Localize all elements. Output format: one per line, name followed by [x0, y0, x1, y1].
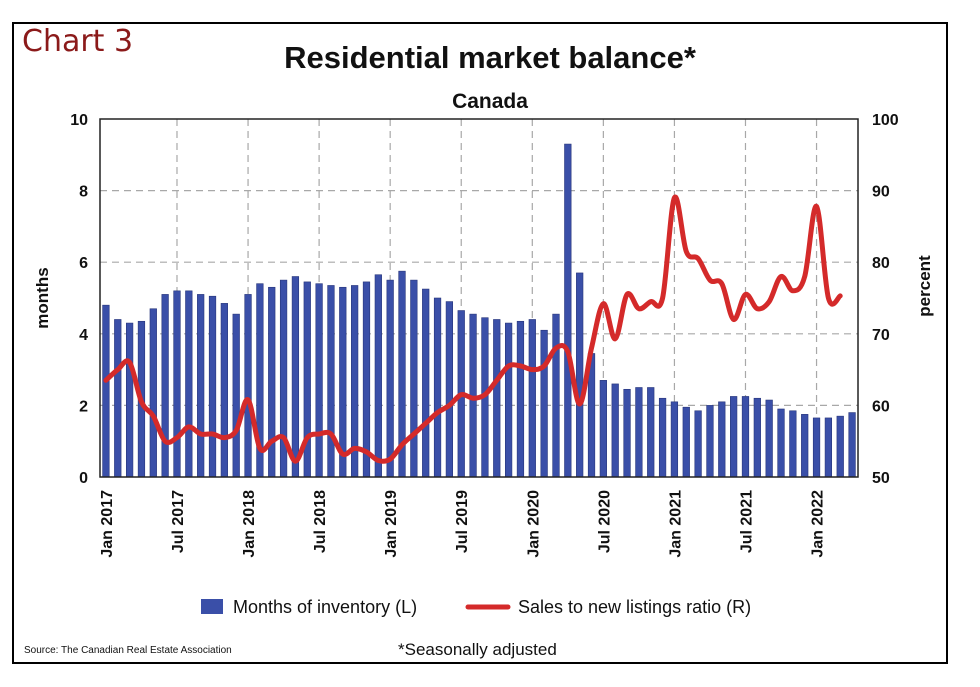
inventory-bar: [552, 313, 560, 478]
x-tick-label: Jul 2019: [454, 490, 471, 553]
y2-tick-label: 80: [872, 255, 890, 272]
axes: 0 2 4 6 8 10 50 60 70 80 90 100 Jan 2017 Jul 2017 Jan …: [33, 112, 934, 558]
inventory-bar: [528, 319, 536, 478]
inventory-bar: [185, 290, 193, 478]
inventory-bar: [327, 285, 335, 478]
inventory-bar: [540, 329, 548, 478]
inventory-bar: [291, 276, 300, 478]
inventory-bar: [125, 322, 134, 478]
inventory-bar: [765, 399, 773, 478]
y-tick-label: 2: [79, 398, 88, 415]
inventory-bar: [730, 396, 738, 478]
inventory-bar: [208, 295, 217, 478]
inventory-bar: [576, 272, 584, 478]
inventory-bar: [362, 281, 371, 478]
y2-tick-label: 50: [872, 470, 890, 487]
inventory-bar: [801, 414, 809, 478]
inventory-bar: [741, 396, 750, 478]
chart-label: Chart 3: [22, 24, 134, 59]
legend-label-line: Sales to new listings ratio (R): [518, 597, 751, 617]
footnote: *Seasonally adjusted: [398, 640, 557, 659]
inventory-bar: [706, 405, 714, 478]
y2-axis-title: percent: [915, 255, 934, 317]
inventory-bar: [647, 387, 655, 478]
inventory-bar: [848, 412, 856, 478]
chart-frame: [12, 22, 948, 664]
inventory-bar: [753, 397, 761, 478]
y-tick-label: 6: [79, 255, 88, 272]
y-tick-label: 4: [79, 327, 88, 344]
y-tick-label: 0: [79, 470, 88, 487]
inventory-bar: [173, 290, 181, 478]
y2-tick-label: 90: [872, 184, 890, 201]
inventory-bar: [149, 308, 157, 478]
inventory-bar: [670, 401, 679, 478]
inventory-bar: [564, 143, 572, 478]
y-tick-label: 10: [70, 112, 88, 129]
inventory-bar: [824, 417, 833, 478]
plot-area-border: [99, 118, 859, 478]
inventory-bar: [777, 408, 785, 478]
inventory-bar: [836, 415, 844, 478]
inventory-bar: [232, 313, 240, 478]
legend-label-bars: Months of inventory (L): [233, 597, 417, 617]
inventory-bar: [611, 383, 619, 478]
inventory-bar: [114, 319, 122, 478]
inventory-bar: [433, 297, 442, 478]
y2-tick-label: 100: [872, 112, 899, 129]
inventory-bar: [789, 410, 797, 478]
x-tick-label: Jan 2017: [99, 490, 116, 558]
inventory-bar: [623, 388, 631, 478]
inventory-bar: [658, 397, 667, 478]
inventory-bar: [102, 304, 110, 478]
legend-swatch-bars: [201, 599, 223, 614]
inventory-bar: [374, 274, 382, 478]
inventory-bar: [244, 294, 252, 478]
x-tick-label: Jul 2020: [596, 490, 613, 553]
source-note: Source: The Canadian Real Estate Associa…: [24, 645, 232, 656]
inventory-bar: [718, 401, 726, 478]
inventory-bar: [315, 283, 323, 478]
inventory-bar: [635, 387, 643, 478]
line-series: [103, 194, 843, 464]
inventory-bar: [694, 410, 702, 478]
legend: Months of inventory (L) Sales to new lis…: [201, 597, 751, 617]
inventory-bar: [220, 303, 228, 478]
x-tick-label: Jul 2018: [312, 490, 329, 553]
chart-subtitle: Canada: [452, 90, 528, 113]
inventory-bar: [386, 279, 394, 478]
y-axis-title: months: [33, 267, 52, 328]
y-tick-label: 8: [79, 184, 88, 201]
sales-to-listings-line: [103, 194, 843, 464]
inventory-bar: [197, 294, 205, 478]
inventory-bar: [161, 294, 169, 478]
bar-series: [102, 143, 856, 478]
inventory-bar: [504, 322, 513, 478]
inventory-bar: [682, 406, 690, 478]
inventory-bar: [493, 319, 501, 478]
inventory-bar: [410, 279, 418, 478]
inventory-bar: [445, 301, 454, 478]
y2-tick-label: 60: [872, 398, 890, 415]
chart-title: Residential market balance*: [284, 40, 696, 75]
x-tick-label: Jan 2022: [810, 490, 827, 558]
inventory-bar: [516, 320, 525, 478]
inventory-bar: [599, 380, 607, 478]
x-tick-label: Jul 2021: [738, 490, 755, 553]
inventory-bar: [422, 288, 430, 478]
x-tick-label: Jul 2017: [170, 490, 187, 553]
x-tick-label: Jan 2020: [525, 490, 542, 558]
x-tick-label: Jan 2019: [383, 490, 400, 558]
inventory-bar: [812, 417, 821, 478]
x-tick-label: Jan 2018: [241, 490, 258, 558]
y2-tick-label: 70: [872, 327, 890, 344]
inventory-bar: [268, 286, 276, 478]
x-tick-label: Jan 2021: [667, 490, 684, 558]
